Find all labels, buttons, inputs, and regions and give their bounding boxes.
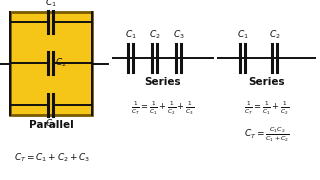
Text: Series: Series — [249, 77, 285, 87]
Text: $C_2$: $C_2$ — [55, 57, 67, 69]
Text: Series: Series — [145, 77, 181, 87]
Bar — [10, 12, 92, 115]
Text: $C_3$: $C_3$ — [172, 28, 184, 41]
Text: $C_1$: $C_1$ — [44, 0, 56, 9]
Text: $\frac{1}{C_T} = \frac{1}{C_1} + \frac{1}{C_2} + \frac{1}{C_3}$: $\frac{1}{C_T} = \frac{1}{C_1} + \frac{1… — [131, 99, 195, 117]
Text: Parallel: Parallel — [28, 120, 73, 130]
Text: $\frac{1}{C_T} = \frac{1}{C_1} + \frac{1}{C_2}$: $\frac{1}{C_T} = \frac{1}{C_1} + \frac{1… — [244, 99, 290, 117]
Text: $C_3$: $C_3$ — [44, 118, 56, 130]
Text: $C_1$: $C_1$ — [236, 28, 248, 41]
Text: $C_2$: $C_2$ — [149, 28, 160, 41]
Text: $C_T = C_1 + C_2 + C_3$: $C_T = C_1 + C_2 + C_3$ — [14, 152, 90, 164]
Text: $C_T = \frac{C_1 C_2}{C_1+C_2}$: $C_T = \frac{C_1 C_2}{C_1+C_2}$ — [244, 126, 290, 144]
Text: $C_2$: $C_2$ — [269, 28, 280, 41]
Text: $C_1$: $C_1$ — [124, 28, 136, 41]
